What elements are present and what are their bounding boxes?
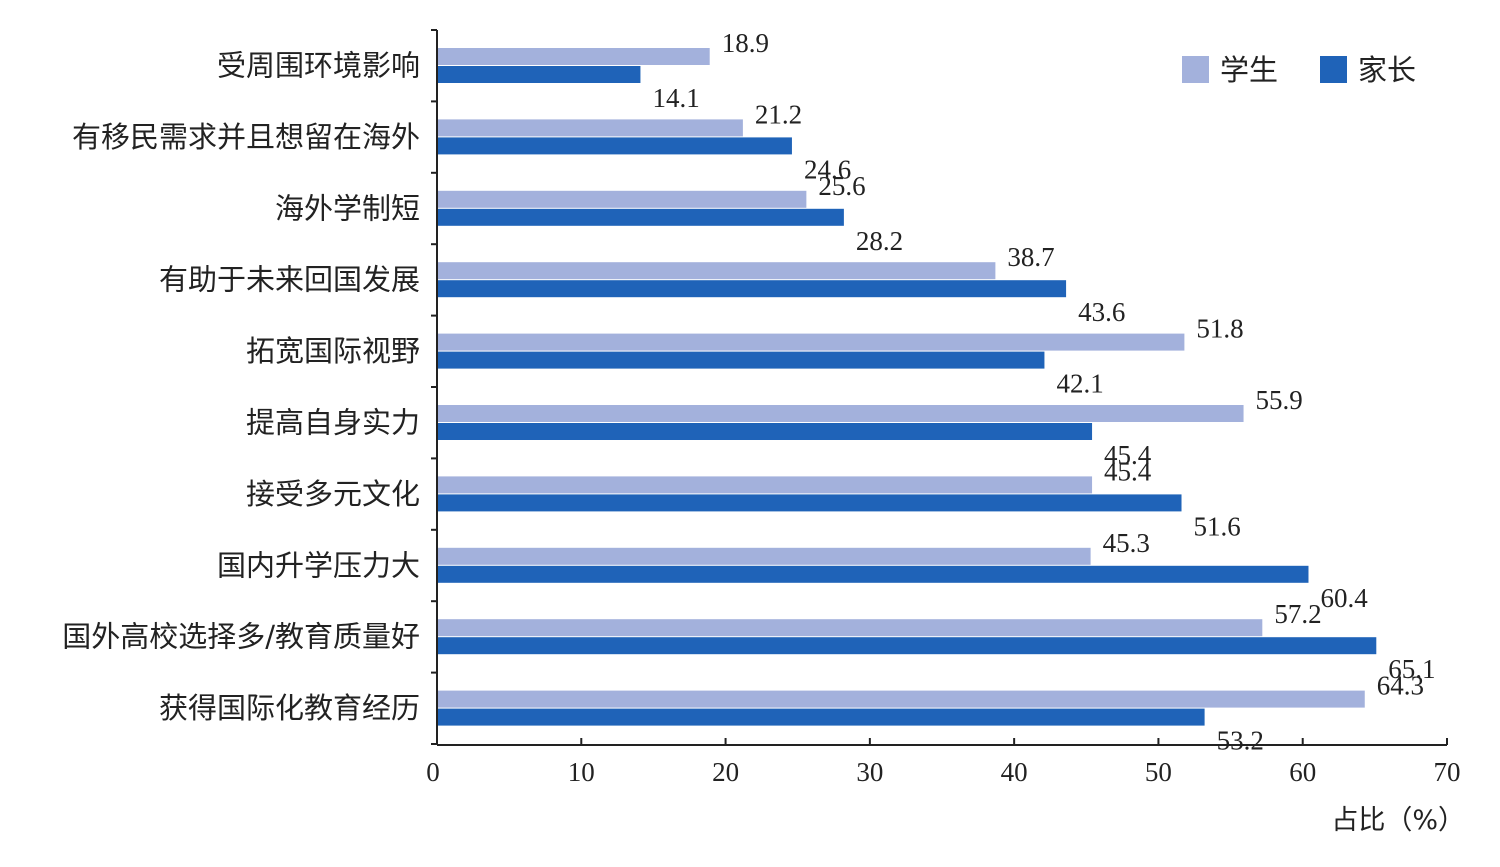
x-tick-label: 0 <box>426 757 440 787</box>
data-label: 57.2 <box>1274 599 1321 629</box>
data-label: 51.8 <box>1196 314 1243 344</box>
data-label: 55.9 <box>1256 385 1303 415</box>
data-label: 21.2 <box>755 99 802 129</box>
category-label: 获得国际化教育经历 <box>159 691 420 725</box>
data-label: 45.4 <box>1104 456 1152 486</box>
legend-swatch-student <box>1182 56 1209 83</box>
category-label: 国内升学压力大 <box>217 548 420 582</box>
data-label: 53.2 <box>1217 726 1264 756</box>
data-label: 51.6 <box>1194 511 1241 541</box>
x-tick-label: 10 <box>568 757 595 787</box>
bar-student <box>437 333 1185 351</box>
bar-parent <box>437 280 1067 298</box>
bar-student <box>437 619 1263 637</box>
legend-label-parent: 家长 <box>1358 53 1416 87</box>
bar-student <box>437 547 1091 565</box>
bar-parent <box>437 208 844 226</box>
data-label: 45.3 <box>1103 528 1150 558</box>
data-label: 42.1 <box>1056 369 1103 399</box>
bar-parent <box>437 423 1093 440</box>
data-label: 65.1 <box>1388 654 1435 684</box>
legend-label-student: 学生 <box>1220 53 1278 87</box>
category-label: 受周围环境影响 <box>217 49 420 83</box>
data-label: 14.1 <box>652 83 699 113</box>
x-tick-label: 70 <box>1434 757 1461 787</box>
bar-parent <box>437 66 641 83</box>
bar-student <box>437 119 743 137</box>
data-label: 18.9 <box>722 28 769 58</box>
labels-layer: 受周围环境影响 18.9 14.1 有移民需求并且想留在海外 21.224.6 海外学制短… <box>62 28 1435 756</box>
category-label: 有移民需求并且想留在海外 <box>72 120 420 154</box>
category-label: 拓宽国际视野 <box>246 334 420 368</box>
data-label: 64.3 <box>1377 671 1424 701</box>
category-label: 有助于未来回国发展 <box>159 263 420 297</box>
bar-student <box>437 262 996 280</box>
legend: 学生 家长 <box>1182 53 1416 87</box>
legend-swatch-parent <box>1320 56 1347 83</box>
x-tick-label: 20 <box>712 757 739 787</box>
x-tick-label: 60 <box>1289 757 1316 787</box>
category-label: 提高自身实力 <box>246 406 420 440</box>
data-label: 24.6 <box>804 154 851 184</box>
bar-student <box>437 405 1244 422</box>
bar-parent <box>437 494 1182 512</box>
data-label: 60.4 <box>1320 583 1368 613</box>
x-axis-title: 占比（%） <box>1331 805 1465 836</box>
x-tick-label: 40 <box>1001 757 1028 787</box>
data-label: 28.2 <box>856 226 903 256</box>
data-label: 25.6 <box>818 171 865 201</box>
x-tick-label: 30 <box>856 757 883 787</box>
x-tick-label: 50 <box>1145 757 1172 787</box>
data-label: 45.4 <box>1104 440 1152 470</box>
bar-student <box>437 476 1093 494</box>
bar-student <box>437 48 710 65</box>
bar-parent <box>437 137 792 155</box>
category-label: 国外高校选择多/教育质量好 <box>62 620 420 654</box>
bar-student <box>437 190 807 208</box>
bar-student <box>437 690 1365 708</box>
bar-parent <box>437 637 1377 655</box>
bar-parent <box>437 351 1045 369</box>
data-label: 43.6 <box>1078 297 1125 327</box>
bar-parent <box>437 708 1205 726</box>
axes-layer: 0 10 20 30 40 50 60 70 占比（%） <box>426 29 1465 836</box>
category-label: 接受多元文化 <box>246 477 420 511</box>
data-label: 38.7 <box>1007 242 1054 272</box>
category-label: 海外学制短 <box>275 191 420 225</box>
bar-parent <box>437 565 1309 583</box>
bars-layer <box>437 48 1377 726</box>
